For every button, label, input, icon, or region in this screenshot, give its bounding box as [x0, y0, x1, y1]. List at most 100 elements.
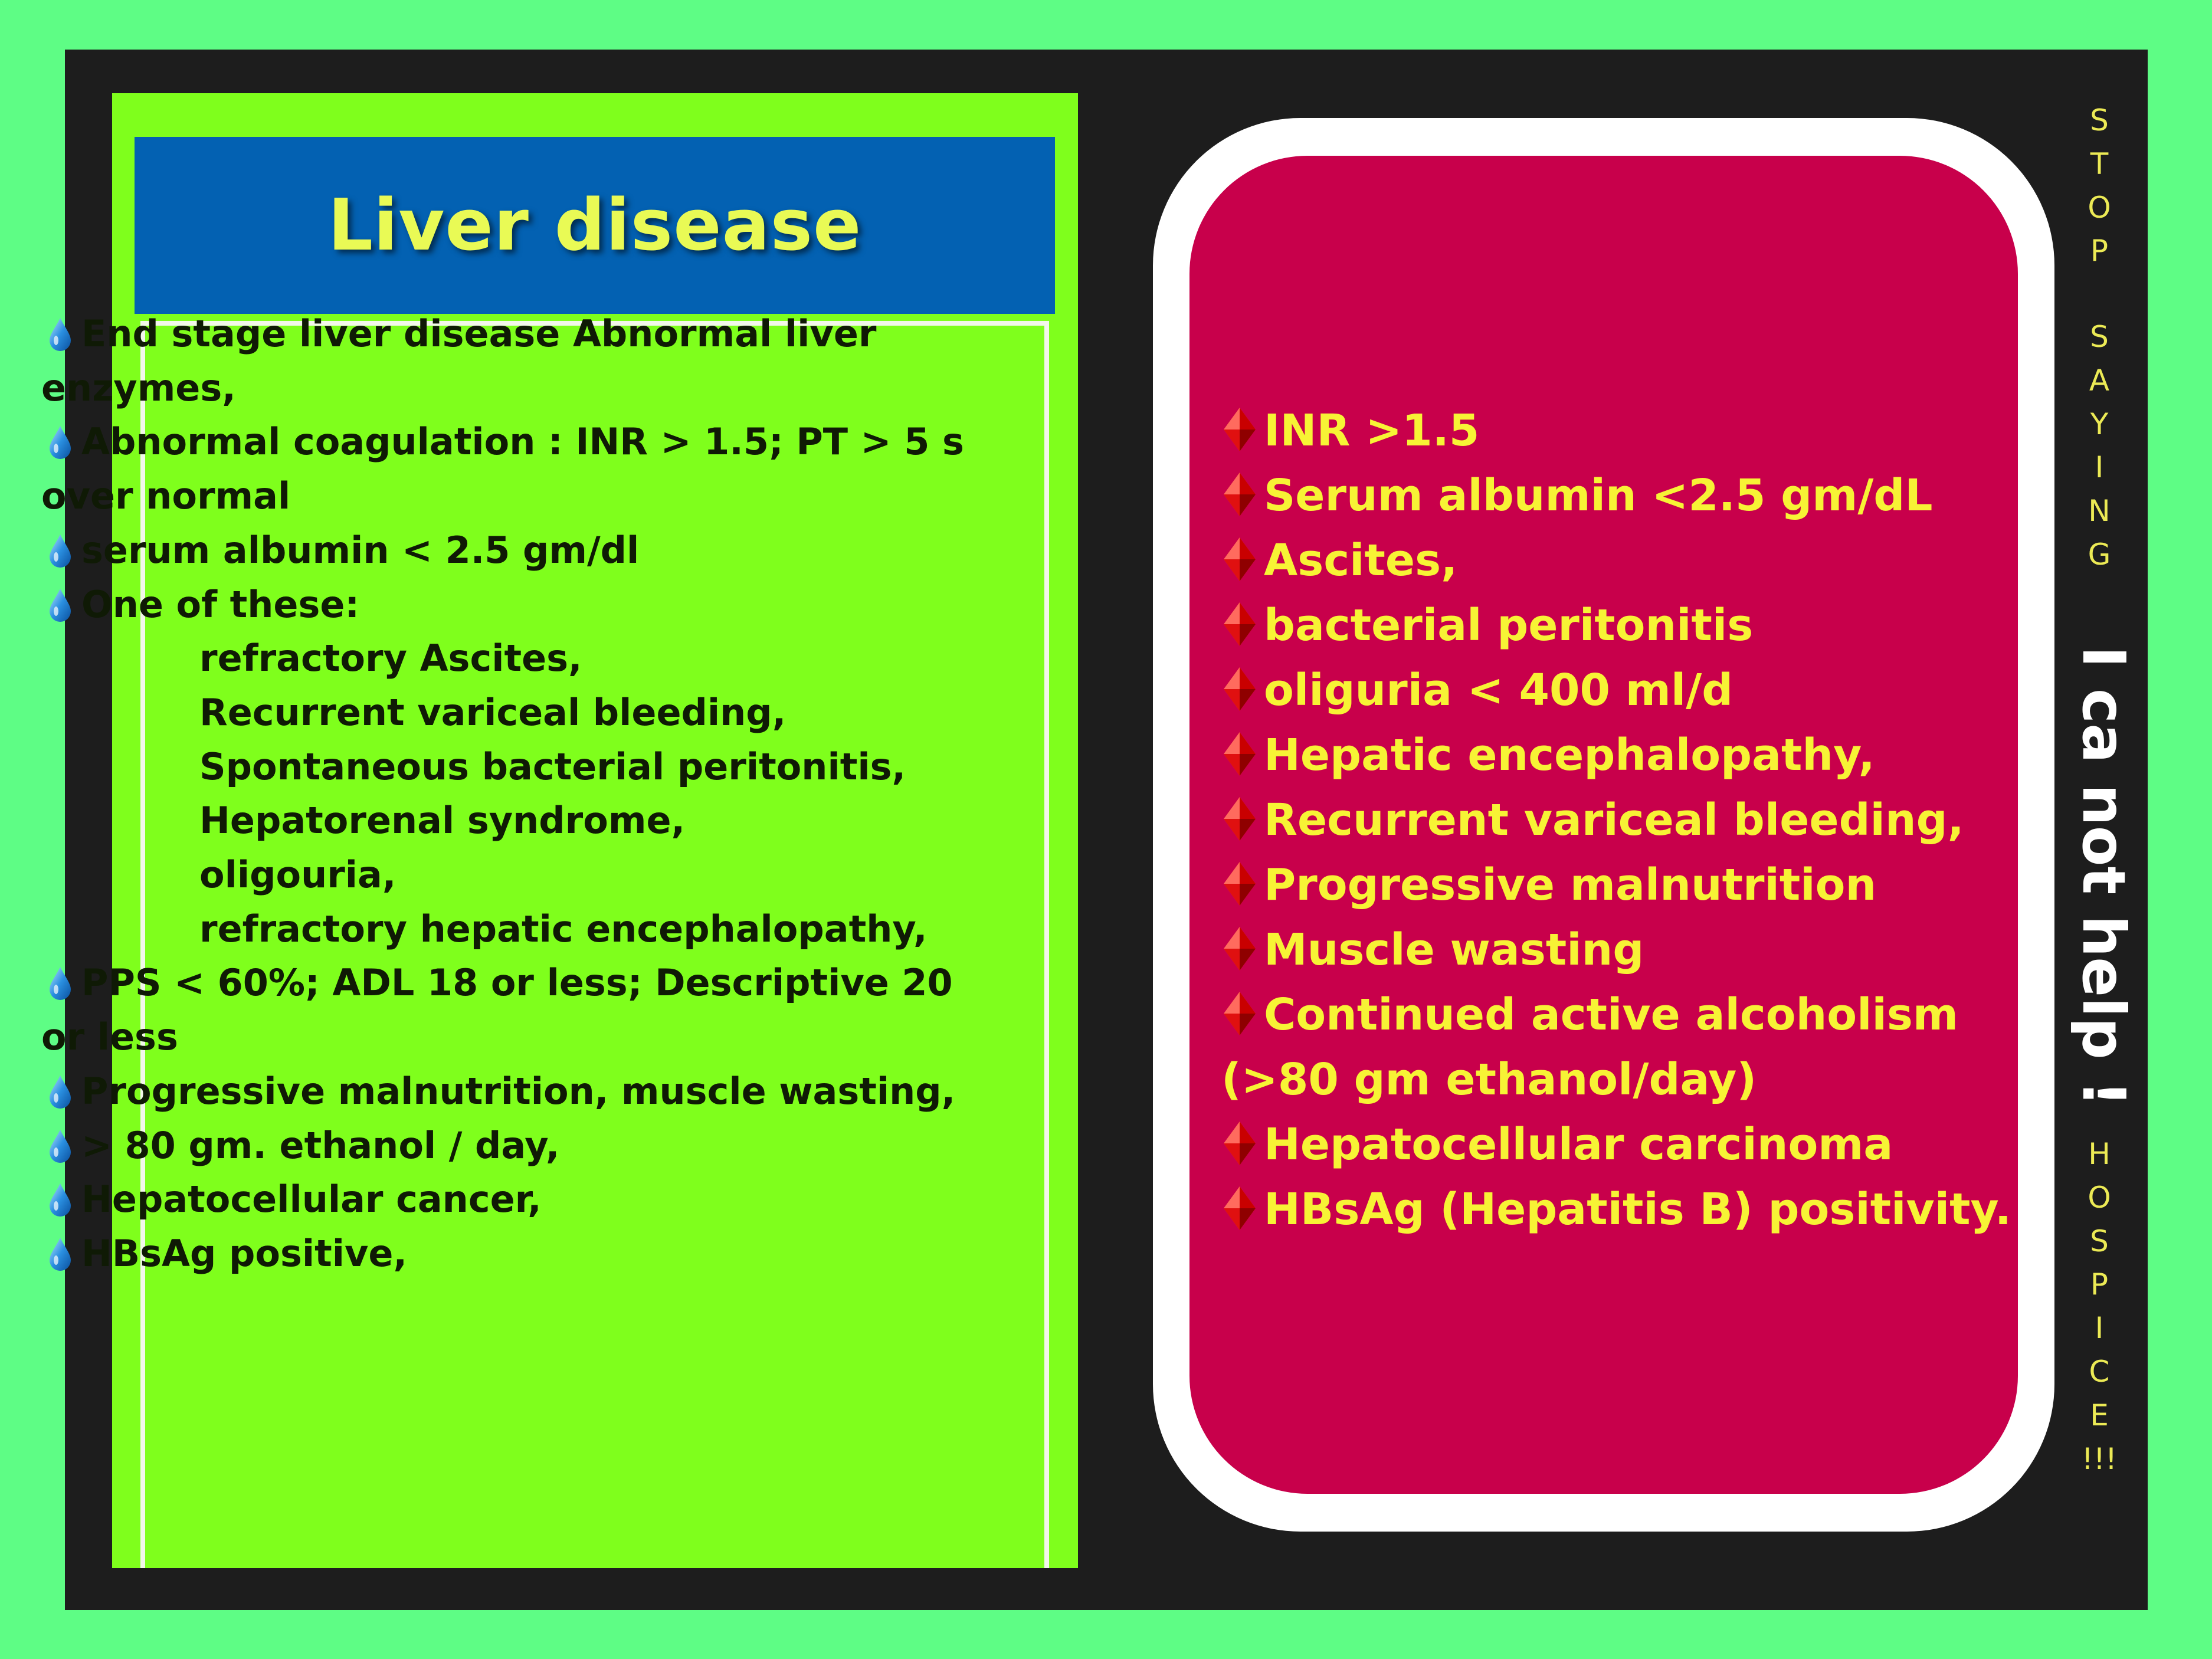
list-item: Ascites, [1221, 528, 2041, 593]
side-letter: S [2090, 1224, 2109, 1258]
list-item: PPS < 60%; ADL 18 or less; Descriptive 2… [41, 956, 953, 1010]
water-drop-icon [50, 1129, 71, 1163]
side-letter: Y [2090, 406, 2109, 441]
list-item: Progressive malnutrition [1221, 853, 2041, 917]
side-letter: P [2090, 1267, 2109, 1302]
list-item-text: bacterial peritonitis [1264, 600, 1754, 651]
red-diamond-icon [1224, 408, 1256, 451]
side-letter: H [2088, 1137, 2111, 1171]
list-item-text: End stage liver disease Abnormal liver [81, 312, 877, 355]
side-letter: I [2095, 450, 2104, 485]
liver-disease-panel: Liver disease [112, 93, 1078, 1568]
water-drop-icon [50, 426, 71, 460]
water-drop-icon [50, 1183, 71, 1217]
left-criteria-list: End stage liver disease Abnormal liver en… [41, 307, 964, 1281]
water-drop-icon [50, 588, 71, 622]
list-item: End stage liver disease Abnormal liver [41, 307, 938, 361]
right-criteria-list: INR >1.5 Serum albumin <2.5 gm/dL Ascites,… [1221, 398, 2041, 1242]
red-diamond-icon [1224, 797, 1256, 841]
water-drop-icon [50, 1075, 71, 1109]
side-letter: O [2088, 1180, 2111, 1215]
list-item-text: > 80 gm. ethanol / day, [81, 1123, 560, 1167]
title-bar: Liver disease [135, 137, 1055, 314]
side-letter: E [2090, 1398, 2109, 1432]
red-diamond-icon [1224, 732, 1256, 776]
list-item-text: enzymes, [41, 366, 236, 409]
list-item: refractory hepatic encephalopathy, [41, 902, 938, 956]
list-item-text: Abnormal coagulation : INR > 1.5; PT > 5… [81, 420, 964, 464]
list-item-text: Hepatocellular carcinoma [1264, 1119, 1893, 1170]
red-diamond-icon [1224, 862, 1256, 906]
list-item-text: serum albumin < 2.5 gm/dl [81, 528, 640, 572]
water-drop-icon [50, 534, 71, 568]
list-item-text: Continued active alcoholism [1264, 989, 1958, 1040]
list-item-text: (>80 gm ethanol/day) [1221, 1054, 1757, 1105]
side-letter: I [2095, 1311, 2104, 1346]
list-item: refractory Ascites, [41, 631, 938, 686]
content-box [140, 321, 1049, 1568]
list-item: Recurrent variceal bleeding, [1221, 788, 2041, 853]
list-item: Continued active alcoholism [1221, 982, 2041, 1047]
list-item-text: Progressive malnutrition, muscle wasting… [81, 1069, 956, 1113]
side-letter: C [2089, 1354, 2110, 1389]
list-item-text: Muscle wasting [1264, 924, 1644, 975]
list-item: Spontaneous bacterial peritonitis, [41, 740, 938, 794]
side-letter: G [2088, 537, 2111, 572]
list-item-text: Progressive malnutrition [1264, 860, 1877, 910]
side-letter: P [2090, 234, 2109, 268]
hospice-text: H O S P I C E!!! [2076, 1133, 2123, 1481]
side-letter: T [2090, 146, 2109, 181]
list-item-text: HBsAg positive, [81, 1231, 408, 1275]
list-item-text: INR >1.5 [1264, 405, 1480, 456]
red-diamond-icon [1224, 992, 1256, 1035]
list-item: Serum albumin <2.5 gm/dL [1221, 463, 2041, 528]
list-item: Abnormal coagulation : INR > 1.5; PT > 5… [41, 415, 964, 469]
side-letter: S [2090, 103, 2109, 137]
list-item: Hepatic encephalopathy, [1221, 723, 2041, 788]
list-item-text: Spontaneous bacterial peritonitis, [199, 745, 906, 788]
water-drop-icon [50, 318, 71, 351]
list-item: Recurrent variceal bleeding, [41, 686, 938, 740]
side-letter: S [2090, 320, 2109, 354]
list-item: oliguria < 400 ml/d [1221, 658, 2041, 723]
list-item-text: PPS < 60%; ADL 18 or less; Descriptive 2… [81, 961, 953, 1005]
list-item: HBsAg positive, [41, 1227, 938, 1281]
list-item: Hepatocellular cancer, [41, 1172, 938, 1227]
list-item: bacterial peritonitis [1221, 593, 2041, 658]
list-item-text: HBsAg (Hepatitis B) positivity. [1264, 1184, 2011, 1235]
list-item: or less [41, 1010, 938, 1064]
list-item: > 80 gm. ethanol / day, [41, 1119, 938, 1173]
list-item-text: One of these: [81, 582, 360, 626]
list-item: oligouria, [41, 848, 938, 902]
list-item-text: Hepatic encephalopathy, [1264, 730, 1875, 781]
list-item: serum albumin < 2.5 gm/dl [41, 523, 938, 578]
water-drop-icon [50, 967, 71, 1001]
side-letter: !!! [2081, 1441, 2118, 1476]
panel-title: Liver disease [327, 184, 862, 267]
list-item: (>80 gm ethanol/day) [1221, 1047, 2041, 1112]
red-diamond-icon [1224, 1186, 1256, 1230]
list-item: One of these: [41, 578, 938, 632]
list-item: enzymes, [41, 361, 938, 415]
list-item-text: Serum albumin <2.5 gm/dL [1264, 470, 1933, 521]
list-item-text: refractory hepatic encephalopathy, [199, 907, 928, 950]
side-letter: O [2088, 190, 2111, 225]
red-diamond-icon [1224, 1122, 1256, 1165]
list-item-text: refractory Ascites, [199, 637, 582, 680]
criteria-card [1189, 156, 2018, 1494]
red-diamond-icon [1224, 667, 1256, 711]
list-item: INR >1.5 [1221, 398, 2041, 463]
list-item-text: Ascites, [1264, 535, 1458, 586]
list-item-text: Hepatorenal syndrome, [199, 799, 686, 842]
red-diamond-icon [1224, 473, 1256, 516]
red-diamond-icon [1224, 927, 1256, 971]
red-diamond-icon [1224, 537, 1256, 581]
help-text: I ca not help ! [2069, 646, 2138, 1107]
list-item-text: Hepatocellular cancer, [81, 1178, 542, 1221]
list-item: HBsAg (Hepatitis B) positivity. [1221, 1177, 2041, 1242]
side-letter: A [2089, 363, 2110, 398]
list-item-text: oligouria, [199, 853, 396, 897]
list-item: Muscle wasting [1221, 917, 2041, 982]
